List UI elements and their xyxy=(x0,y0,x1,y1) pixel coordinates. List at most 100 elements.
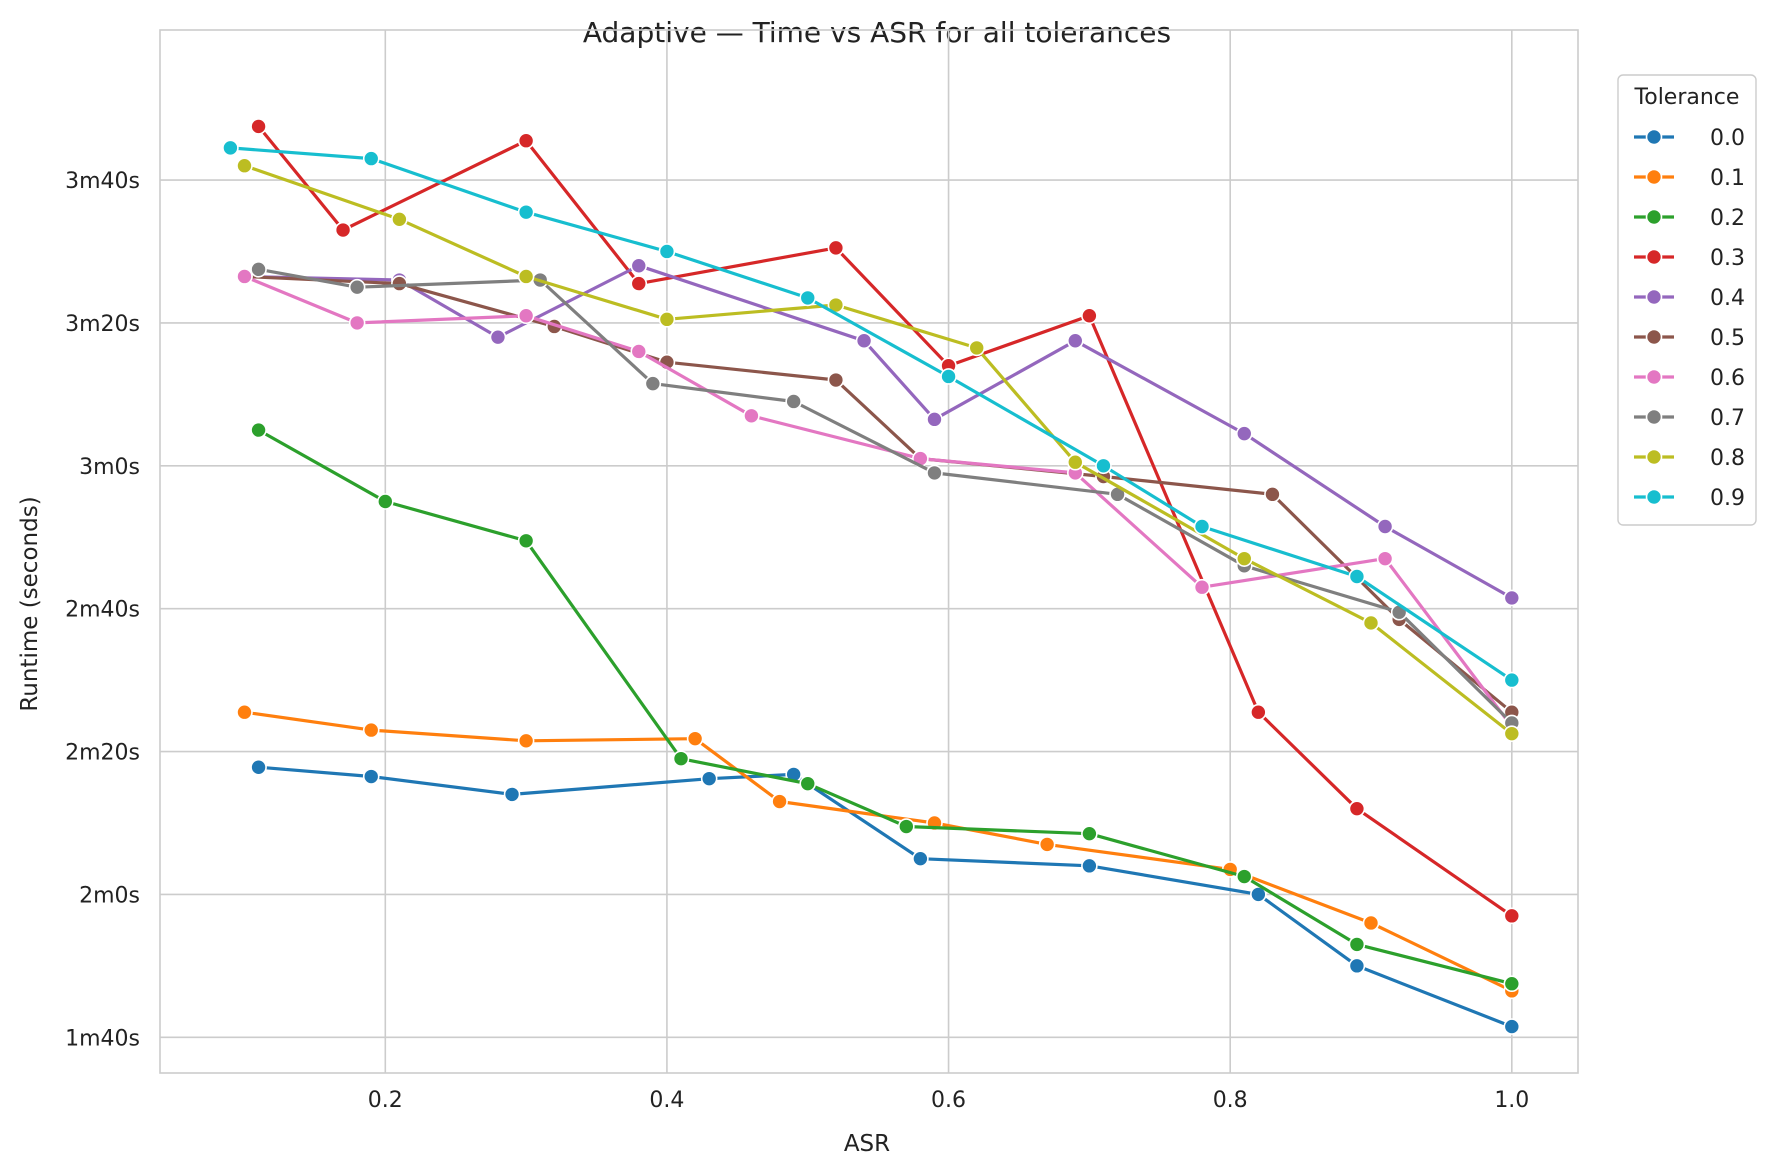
data-point xyxy=(1193,518,1211,535)
data-point xyxy=(1362,614,1380,632)
series-0.8 xyxy=(236,157,1521,742)
series-0.6 xyxy=(236,268,1521,735)
data-point xyxy=(362,721,380,739)
y-tick-label: 1m40s xyxy=(65,1026,140,1051)
data-point xyxy=(362,150,380,167)
series-line xyxy=(257,125,1513,918)
data-point xyxy=(236,268,253,285)
data-point xyxy=(630,275,648,292)
data-point xyxy=(1250,703,1267,721)
data-point xyxy=(658,243,676,260)
y-axis-label: Runtime (seconds) xyxy=(17,496,43,711)
legend-label: 0.8 xyxy=(1710,446,1745,471)
legend-item: 0.4 xyxy=(1634,286,1745,311)
series-line xyxy=(243,275,1514,728)
data-point xyxy=(517,307,535,325)
data-point xyxy=(700,770,718,787)
y-tick-label: 3m0s xyxy=(79,455,140,480)
data-point xyxy=(1235,868,1253,885)
series-0.9 xyxy=(222,139,1521,689)
legend-item: 0.9 xyxy=(1634,486,1745,511)
legend-item: 0.2 xyxy=(1634,206,1745,231)
legend-label: 0.7 xyxy=(1710,406,1745,431)
series-line xyxy=(243,164,1513,735)
data-point xyxy=(348,278,366,296)
data-point xyxy=(517,732,535,750)
data-point xyxy=(1362,914,1380,932)
legend-item: 0.0 xyxy=(1634,126,1745,151)
legend-label: 0.6 xyxy=(1710,366,1745,391)
data-point xyxy=(391,211,408,228)
data-point xyxy=(1235,550,1253,567)
x-tick-label: 0.8 xyxy=(1213,1088,1248,1113)
x-tick-label: 1.0 xyxy=(1494,1088,1529,1113)
data-point xyxy=(1348,800,1366,817)
y-tick-label: 3m20s xyxy=(65,312,140,337)
legend-swatch-marker xyxy=(1645,488,1663,506)
data-point xyxy=(334,221,352,239)
series-0.2 xyxy=(250,421,1521,993)
data-point xyxy=(1503,975,1521,993)
data-point xyxy=(1081,825,1098,842)
plot-frame xyxy=(159,29,1579,1074)
data-point xyxy=(1348,936,1366,953)
data-point xyxy=(1348,957,1366,975)
data-point xyxy=(1376,518,1394,535)
y-tick-label: 3m40s xyxy=(65,169,140,194)
legend-item: 0.5 xyxy=(1634,326,1745,351)
data-point xyxy=(377,493,394,510)
y-tick-label: 2m40s xyxy=(65,598,140,623)
data-point xyxy=(517,532,535,550)
data-point xyxy=(743,407,760,425)
series-0.7 xyxy=(250,261,1521,732)
legend-label: 0.3 xyxy=(1710,246,1745,271)
data-point xyxy=(658,311,676,328)
data-point xyxy=(250,421,267,439)
legend-swatch-marker xyxy=(1645,328,1663,346)
data-point xyxy=(348,314,366,332)
data-point xyxy=(912,850,929,867)
data-point xyxy=(250,758,267,776)
data-point xyxy=(1264,486,1281,503)
series-line xyxy=(244,274,1513,714)
data-point xyxy=(1038,836,1056,853)
legend-item: 0.6 xyxy=(1634,366,1745,391)
y-tick-label: 2m0s xyxy=(79,883,140,908)
data-point xyxy=(1376,550,1394,567)
data-point xyxy=(926,411,943,428)
legend-item: 0.3 xyxy=(1634,246,1745,271)
data-point xyxy=(968,339,986,357)
data-point xyxy=(1348,568,1366,585)
legend-swatch-marker xyxy=(1645,208,1663,226)
data-point xyxy=(1250,886,1267,903)
data-point xyxy=(644,375,662,392)
plot-area xyxy=(159,29,1579,1074)
data-point xyxy=(771,793,788,810)
data-point xyxy=(1081,307,1098,325)
series-line xyxy=(244,710,1513,993)
legend-label: 0.4 xyxy=(1710,286,1745,311)
data-point xyxy=(1066,332,1084,350)
legend-swatch-marker xyxy=(1645,288,1663,306)
data-point xyxy=(630,343,648,360)
data-point xyxy=(672,750,690,767)
data-point xyxy=(1081,857,1098,875)
data-point xyxy=(517,132,535,150)
data-point xyxy=(827,371,845,389)
legend-swatch-marker xyxy=(1645,128,1663,146)
data-point xyxy=(250,261,267,278)
data-point xyxy=(489,328,507,346)
series-line xyxy=(258,765,1513,1029)
legend-swatch-marker xyxy=(1645,368,1663,386)
data-point xyxy=(222,139,239,157)
series-line xyxy=(244,264,1513,600)
data-point xyxy=(1503,1018,1521,1035)
data-point xyxy=(362,768,380,785)
data-point xyxy=(503,786,521,803)
legend-swatch-marker xyxy=(1645,248,1663,266)
data-point xyxy=(1193,578,1211,596)
data-point xyxy=(940,368,957,385)
grid-lines xyxy=(160,30,1578,1073)
